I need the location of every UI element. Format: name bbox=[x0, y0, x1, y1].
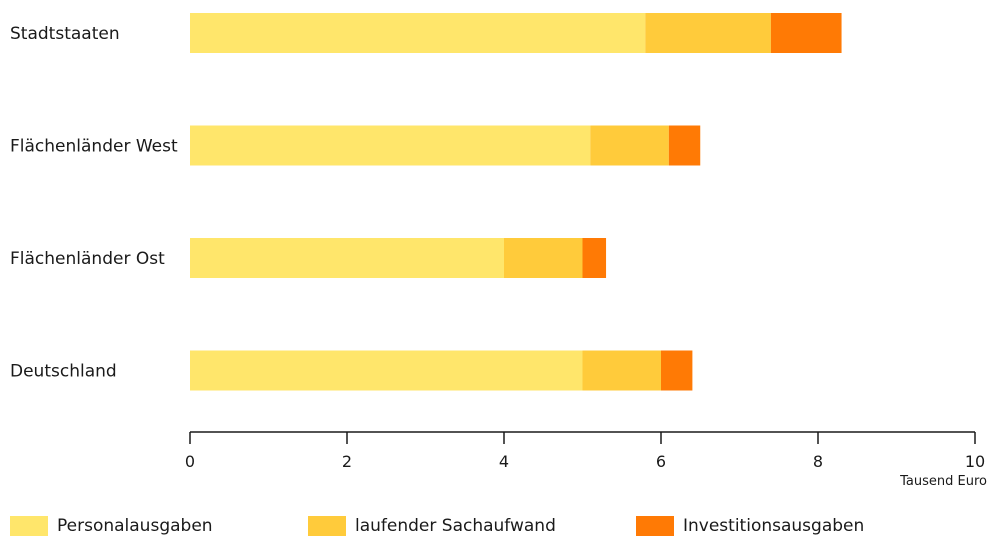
category-label-deutschland: Deutschland bbox=[10, 362, 117, 382]
bar-flaechenlaender-ost-investitionsausgaben bbox=[582, 238, 607, 278]
legend: Personalausgaben laufender Sachaufwand Inv… bbox=[10, 515, 980, 537]
bar-flaechenlaender-west-investitionsausgaben bbox=[668, 125, 701, 166]
category-label-stadtstaaten: Stadtstaaten bbox=[10, 24, 120, 44]
bar-group bbox=[190, 13, 842, 391]
bar-flaechenlaender-ost-personalausgaben bbox=[190, 238, 504, 278]
category-label-flaechenlaender-ost: Flächenländer Ost bbox=[10, 249, 165, 269]
legend-swatch bbox=[308, 516, 346, 536]
bar-flaechenlaender-ost-laufender-sachaufwand bbox=[504, 238, 583, 278]
x-axis-unit-label: Tausend Euro bbox=[899, 474, 987, 489]
legend-item-personalausgaben: Personalausgaben bbox=[10, 515, 213, 537]
legend-swatch bbox=[10, 516, 48, 536]
legend-item-investitionsausgaben: Investitionsausgaben bbox=[636, 515, 864, 537]
bar-flaechenlaender-west-personalausgaben bbox=[190, 125, 591, 166]
legend-label: Investitionsausgaben bbox=[683, 516, 865, 536]
legend-item-laufender-sachaufwand: laufender Sachaufwand bbox=[308, 515, 556, 537]
legend-label: Personalausgaben bbox=[57, 516, 213, 536]
category-labels: Stadtstaaten Flächenländer West Flächenlän… bbox=[10, 24, 178, 382]
bar-stadtstaaten-investitionsausgaben bbox=[770, 13, 842, 53]
x-tick-label: 2 bbox=[342, 452, 352, 471]
legend-swatch bbox=[636, 516, 674, 536]
bar-deutschland-laufender-sachaufwand bbox=[582, 350, 661, 391]
category-label-flaechenlaender-west: Flächenländer West bbox=[10, 137, 178, 157]
x-tick-label: 10 bbox=[965, 452, 985, 471]
bar-deutschland-investitionsausgaben bbox=[661, 350, 693, 391]
bar-flaechenlaender-west-laufender-sachaufwand bbox=[590, 125, 669, 166]
x-tick-label: 6 bbox=[656, 452, 666, 471]
bar-deutschland-personalausgaben bbox=[190, 350, 583, 391]
x-tick-label: 4 bbox=[499, 452, 509, 471]
x-tick-label: 8 bbox=[813, 452, 823, 471]
x-tick-label: 0 bbox=[185, 452, 195, 471]
bar-stadtstaaten-personalausgaben bbox=[190, 13, 646, 53]
bar-stadtstaaten-laufender-sachaufwand bbox=[645, 13, 771, 53]
legend-label: laufender Sachaufwand bbox=[355, 516, 556, 536]
x-axis: 0 2 4 6 8 10 bbox=[185, 431, 985, 471]
